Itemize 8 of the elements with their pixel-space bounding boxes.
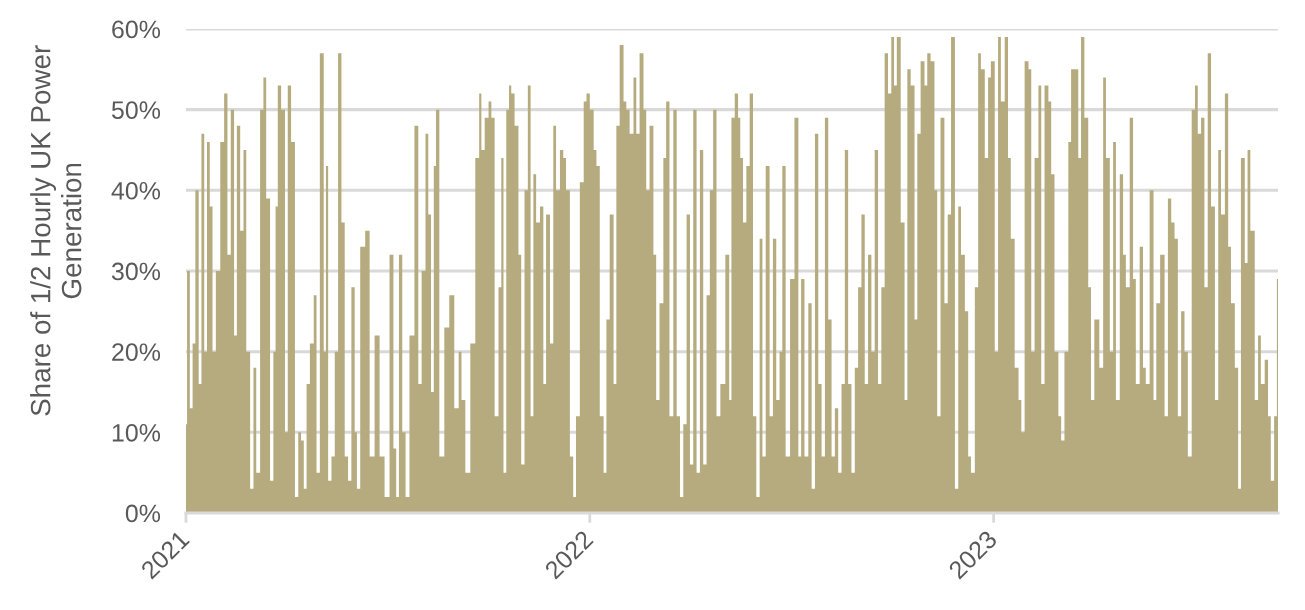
y-tick-label: 20%	[112, 343, 161, 361]
y-tick-label: 40%	[111, 181, 161, 200]
y-axis-title: Share of 1/2 Hourly UK Power Generation	[30, 45, 82, 416]
y-tick-label: 0%	[125, 504, 161, 523]
y-tick-label: 60%	[112, 20, 161, 39]
y-tick-label: 30%	[111, 262, 161, 281]
y-tick-label: 10%	[112, 423, 161, 442]
y-tick-label: 50%	[111, 101, 161, 119]
